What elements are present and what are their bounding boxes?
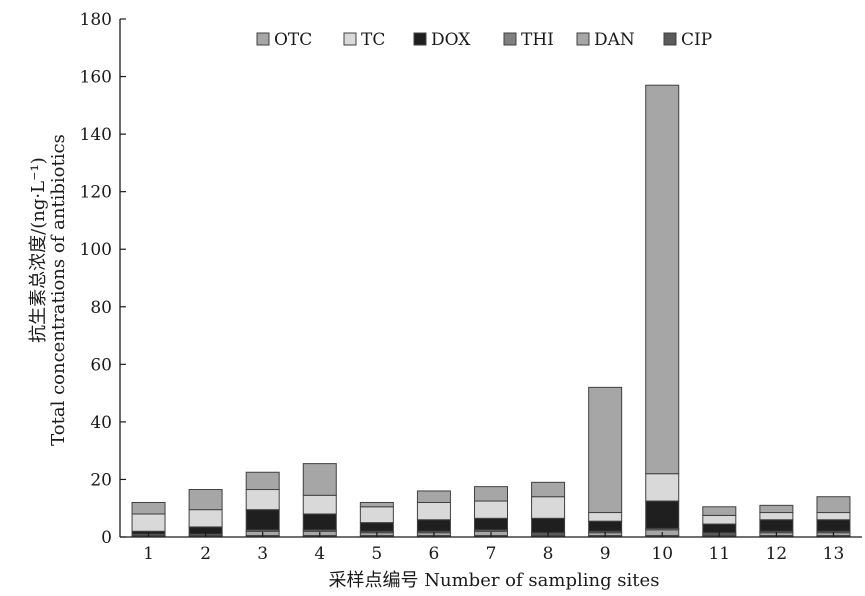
- legend-swatch-dan: [576, 32, 590, 46]
- x-tick-label-3: 3: [257, 544, 268, 564]
- bar-segment-otc-site-2: [188, 489, 223, 511]
- y-tick-label-180: 180: [80, 10, 112, 30]
- bar-segment-dox-site-3: [245, 509, 280, 531]
- legend: OTC TC DOX THI DAN CIP: [256, 30, 712, 50]
- bar-segment-tc-site-7: [474, 500, 508, 519]
- y-axis-title-cn: 抗生素总浓度/(ng·L⁻¹): [28, 157, 49, 343]
- legend-swatch-tc: [343, 32, 357, 46]
- bar-segment-tc-site-2: [188, 509, 223, 528]
- y-tick-label-120: 120: [80, 183, 112, 203]
- x-tick-label-6: 6: [429, 544, 440, 564]
- legend-swatch-thi: [503, 32, 517, 46]
- bar-segment-tc-site-13: [816, 512, 851, 521]
- bar-segment-otc-site-10: [645, 84, 680, 475]
- y-axis-title-en: Total concentrations of antibiotics: [48, 134, 69, 446]
- bar-segment-dox-site-4: [302, 513, 337, 531]
- y-tick-label-80: 80: [90, 298, 112, 318]
- y-tick-label-100: 100: [80, 240, 112, 260]
- legend-label-dan: DAN: [594, 30, 635, 50]
- bar-segment-otc-site-7: [474, 486, 508, 502]
- bar-segment-tc-site-11: [702, 514, 737, 525]
- bar-segment-otc-site-12: [759, 504, 794, 514]
- bar-segment-dox-site-9: [588, 520, 623, 532]
- y-tick-label-60: 60: [90, 355, 112, 375]
- x-tick-label-11: 11: [708, 544, 730, 564]
- legend-label-cip: CIP: [681, 30, 712, 50]
- bar-segment-otc-site-13: [816, 496, 851, 514]
- bar-segment-otc-site-1: [131, 501, 166, 515]
- y-tick-label-20: 20: [90, 470, 112, 490]
- bar-segment-dox-site-10: [645, 500, 680, 529]
- y-tick-label-0: 0: [101, 528, 112, 548]
- legend-label-otc: OTC: [274, 30, 312, 50]
- legend-label-thi: THI: [521, 30, 554, 50]
- bar-segment-otc-site-11: [702, 506, 737, 516]
- bar-segment-dox-site-13: [816, 519, 851, 532]
- y-tick-label-40: 40: [90, 413, 112, 433]
- bars: [131, 84, 851, 538]
- bar-segment-tc-site-1: [131, 513, 166, 532]
- bar-segment-tc-site-6: [416, 501, 451, 521]
- bar-segment-otc-site-8: [531, 481, 566, 498]
- x-tick-label-10: 10: [651, 544, 673, 564]
- bar-segment-otc-site-6: [416, 490, 451, 503]
- bar-segment-dox-site-11: [702, 523, 737, 534]
- legend-swatch-cip: [663, 32, 677, 46]
- legend-swatch-otc: [256, 32, 270, 46]
- x-tick-label-5: 5: [371, 544, 382, 564]
- bar-segment-dox-site-8: [531, 517, 566, 534]
- bar-segment-dox-site-5: [359, 522, 394, 532]
- x-tick-label-1: 1: [143, 544, 154, 564]
- x-tick-label-4: 4: [314, 544, 325, 564]
- y-tick-label-140: 140: [80, 125, 112, 145]
- bar-segment-otc-site-3: [245, 471, 280, 491]
- bar-segment-tc-site-9: [588, 512, 623, 522]
- legend-label-dox: DOX: [431, 30, 471, 50]
- bar-segment-tc-site-12: [759, 512, 794, 521]
- legend-swatch-dox: [413, 32, 427, 46]
- bar-segment-dox-site-7: [474, 517, 508, 531]
- x-tick-label-8: 8: [543, 544, 554, 564]
- bar-segment-otc-site-5: [359, 501, 394, 508]
- bar-segment-tc-site-3: [245, 489, 280, 511]
- x-tick-label-13: 13: [823, 544, 845, 564]
- bar-segment-dox-site-12: [759, 519, 794, 532]
- bar-segment-dox-site-6: [416, 519, 451, 532]
- x-axis-title: 采样点编号 Number of sampling sites: [329, 570, 660, 591]
- x-tick-label-9: 9: [600, 544, 611, 564]
- legend-label-tc: TC: [361, 30, 385, 50]
- bar-segment-tc-site-10: [645, 473, 680, 502]
- x-tick-label-12: 12: [766, 544, 788, 564]
- bar-segment-tc-site-8: [531, 496, 566, 519]
- bar-segment-tc-site-5: [359, 506, 394, 524]
- bar-segment-otc-site-9: [588, 386, 623, 514]
- bar-segment-otc-site-4: [302, 463, 337, 496]
- x-tick-label-7: 7: [486, 544, 497, 564]
- bar-segment-tc-site-4: [302, 494, 337, 515]
- x-tick-label-2: 2: [200, 544, 211, 564]
- y-tick-label-160: 160: [80, 68, 112, 88]
